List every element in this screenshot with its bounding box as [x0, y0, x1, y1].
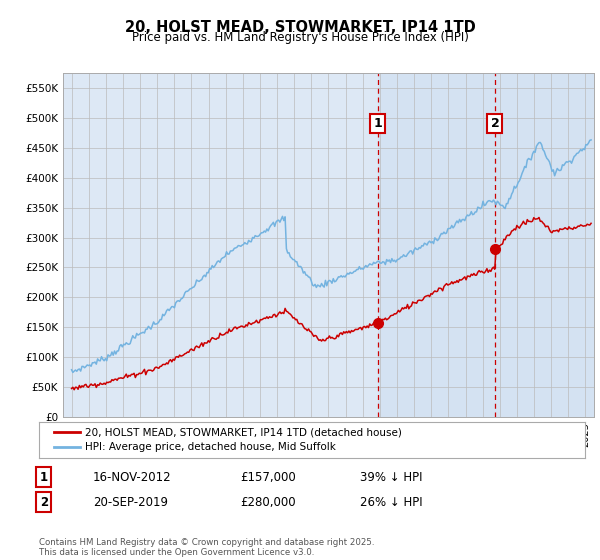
Text: £157,000: £157,000 — [240, 470, 296, 484]
Text: Contains HM Land Registry data © Crown copyright and database right 2025.
This d: Contains HM Land Registry data © Crown c… — [39, 538, 374, 557]
Text: 26% ↓ HPI: 26% ↓ HPI — [360, 496, 422, 509]
Bar — [495, 73, 600, 417]
Text: 20-SEP-2019: 20-SEP-2019 — [93, 496, 168, 509]
Text: 1: 1 — [40, 470, 48, 484]
Text: 2: 2 — [40, 496, 48, 509]
Text: 1: 1 — [373, 117, 382, 130]
Bar — [378, 73, 495, 417]
Text: 2: 2 — [491, 117, 499, 130]
Text: 20, HOLST MEAD, STOWMARKET, IP14 1TD: 20, HOLST MEAD, STOWMARKET, IP14 1TD — [125, 20, 475, 35]
Text: 16-NOV-2012: 16-NOV-2012 — [93, 470, 172, 484]
Text: 39% ↓ HPI: 39% ↓ HPI — [360, 470, 422, 484]
Text: £280,000: £280,000 — [240, 496, 296, 509]
Text: Price paid vs. HM Land Registry's House Price Index (HPI): Price paid vs. HM Land Registry's House … — [131, 31, 469, 44]
Legend: 20, HOLST MEAD, STOWMARKET, IP14 1TD (detached house), HPI: Average price, detac: 20, HOLST MEAD, STOWMARKET, IP14 1TD (de… — [50, 423, 406, 456]
